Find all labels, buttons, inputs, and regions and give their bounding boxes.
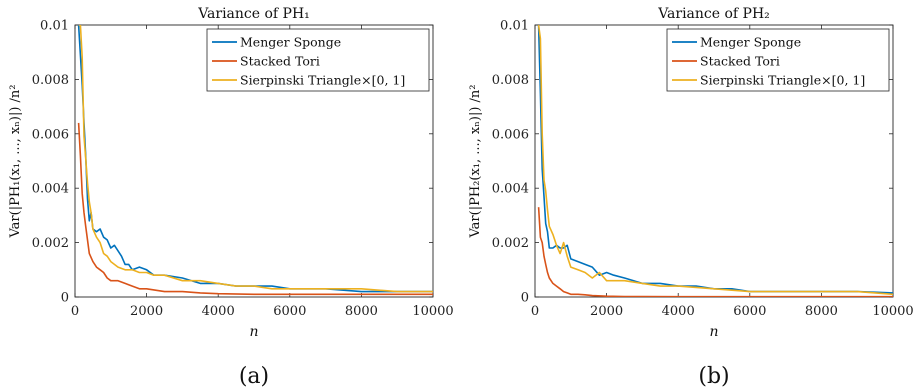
y-tick-label: 0.002 [492, 236, 529, 251]
x-axis-label: n [709, 324, 718, 340]
legend-label-1: Menger Sponge [240, 35, 341, 50]
y-tick-label: 0 [61, 291, 69, 306]
legend-label-1: Menger Sponge [700, 35, 801, 50]
legend-label-2: Stacked Tori [700, 54, 780, 69]
legend: Menger Sponge Stacked Tori Sierpinski Tria… [666, 28, 890, 92]
x-tick-label: 0 [71, 304, 79, 319]
panel-caption: (b) [698, 364, 729, 389]
y-tick-label: 0.006 [32, 127, 69, 142]
x-tick-label: 10000 [872, 304, 913, 319]
x-axis-label: n [249, 324, 258, 340]
y-tick-label: 0.004 [492, 182, 529, 197]
y-axis-label: Var(|PH₂(x₁, ..., xₙ)|) /n² [468, 84, 483, 238]
x-tick-label: 4000 [662, 304, 695, 319]
chart-title: Variance of PH₂ [657, 6, 770, 22]
legend-box [666, 28, 890, 92]
y-tick-label: 0.01 [40, 19, 69, 34]
plot-area [74, 24, 434, 298]
legend-label-3: Sierpinski Triangle×[0, 1] [700, 73, 865, 88]
legend: Menger Sponge Stacked Tori Sierpinski Tria… [206, 28, 430, 92]
x-tick-label: 0 [531, 304, 539, 319]
series-line-3 [78, 25, 433, 293]
chart-title: Variance of PH₁ [197, 6, 310, 22]
x-tick-label: 8000 [805, 304, 838, 319]
series-line-2 [537, 207, 893, 297]
chart-panel-1: 0 2000 4000 6000 8000 10000 0 0.002 0.004 0.006 0.… [8, 6, 454, 389]
x-tick-label: 8000 [345, 304, 378, 319]
y-tick-label: 0.006 [492, 127, 529, 142]
panel-caption: (a) [239, 364, 269, 389]
series-line-1 [77, 25, 433, 293]
x-tick-label: 2000 [130, 304, 163, 319]
series-line-3 [537, 25, 893, 296]
y-axis-label: Var(|PH₁(x₁, ..., xₙ)|) /n² [8, 84, 23, 238]
legend-label-2: Stacked Tori [240, 54, 320, 69]
series-line-2 [77, 122, 433, 296]
y-tick-label: 0.008 [492, 73, 529, 88]
x-tick-label: 6000 [273, 304, 306, 319]
x-tick-label: 6000 [733, 304, 766, 319]
series-line-1 [537, 25, 893, 294]
y-tick-label: 0.002 [32, 236, 69, 251]
x-tick-label: 2000 [590, 304, 623, 319]
legend-label-3: Sierpinski Triangle×[0, 1] [240, 73, 405, 88]
x-tick-label: 10000 [412, 304, 453, 319]
y-tick-label: 0 [521, 291, 529, 306]
y-tick-label: 0.008 [32, 73, 69, 88]
chart-panel-2: 0 2000 4000 6000 8000 10000 0 0.002 0.004 0.006 0.… [468, 6, 914, 389]
legend-box [206, 28, 430, 92]
x-tick-label: 4000 [202, 304, 235, 319]
y-tick-label: 0.004 [32, 182, 69, 197]
y-tick-label: 0.01 [500, 19, 529, 34]
